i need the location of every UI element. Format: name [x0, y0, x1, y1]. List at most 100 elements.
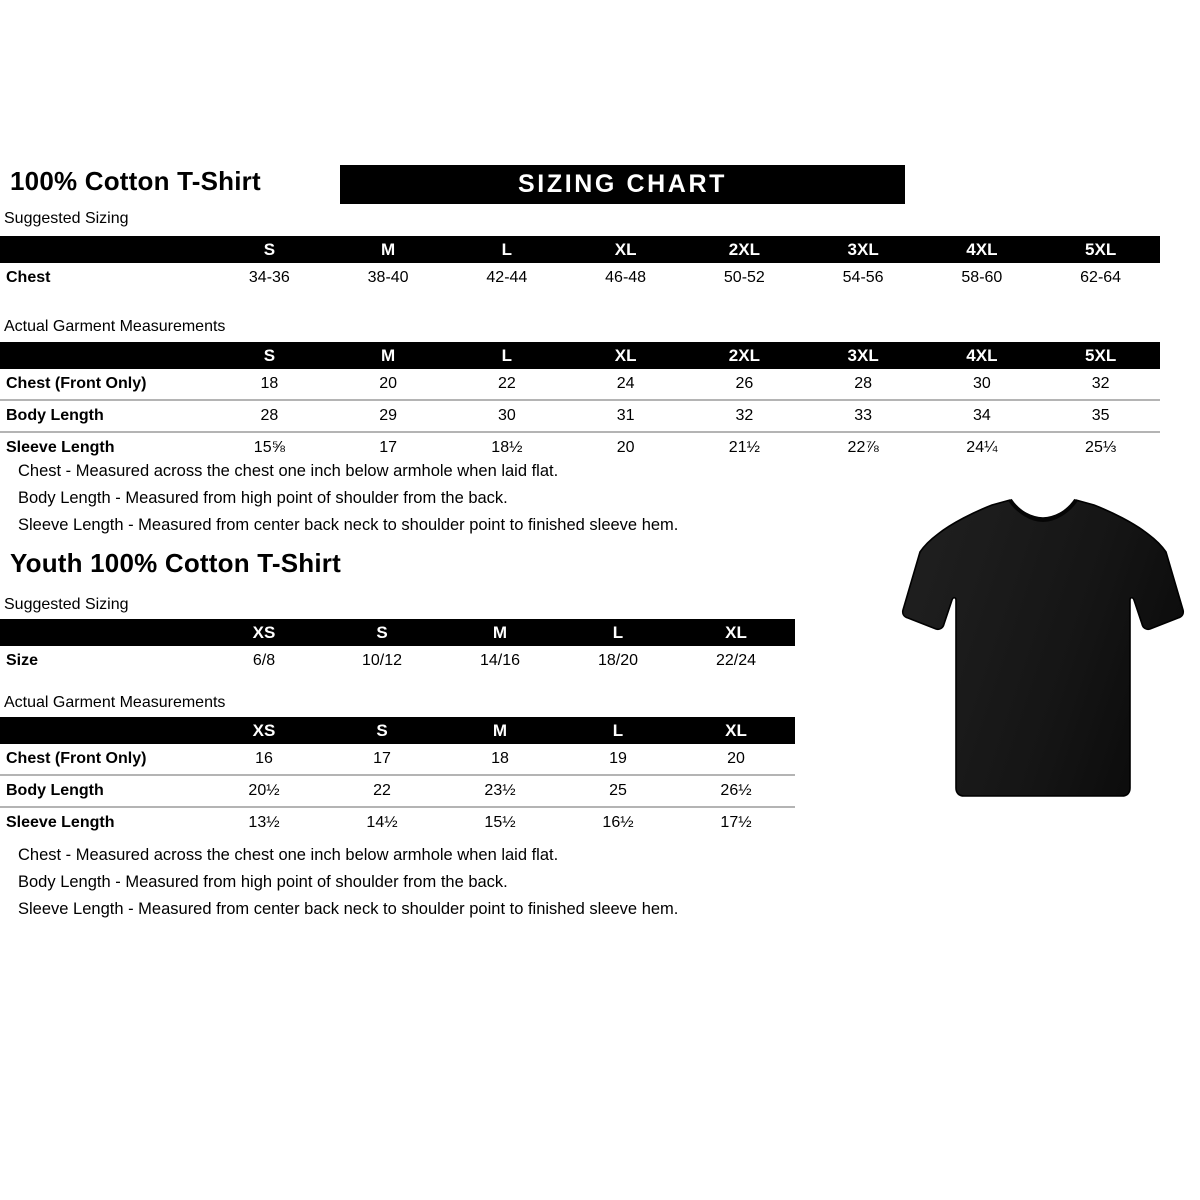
cell-sleeve-length-l: 16½: [559, 806, 677, 838]
column-header-xs: XS: [252, 720, 276, 740]
cell-chest-front-3xl: 28: [803, 369, 923, 400]
column-header-s: S: [263, 239, 276, 259]
cell-body-length-5xl: 35: [1041, 399, 1160, 432]
cell-sleeve-length-xs: 13½: [205, 806, 323, 838]
column-header-s: S: [263, 345, 276, 365]
row-label-sleeve-length: Sleeve Length: [0, 806, 205, 838]
cell-body-length-xl: 31: [566, 399, 685, 432]
black-t-shirt-image: [901, 498, 1185, 797]
cell-body-length-xl: 26½: [677, 774, 795, 807]
table-row: Chest (Front Only) 16 17 18 19 20: [0, 744, 795, 775]
column-header-l: L: [501, 345, 513, 365]
column-header-5xl: 5XL: [1085, 239, 1117, 259]
column-header-l: L: [612, 720, 624, 740]
table-header-row: XS S M L XL: [0, 717, 795, 744]
table-header-row: S M L XL 2XL 3XL 4XL 5XL: [0, 342, 1160, 369]
cell-size-xl: 22/24: [677, 646, 795, 676]
adult-suggested-sizing-table: S M L XL 2XL 3XL 4XL 5XL Chest 34-36 38-…: [0, 236, 1160, 293]
cell-body-length-m: 23½: [441, 774, 559, 807]
table-header-row: S M L XL 2XL 3XL 4XL 5XL: [0, 236, 1160, 263]
adult-actual-measurements-table: S M L XL 2XL 3XL 4XL 5XL Chest (Front On…: [0, 342, 1160, 463]
youth-section-title: Youth 100% Cotton T-Shirt: [10, 548, 341, 578]
cell-chest-front-m: 18: [441, 744, 559, 775]
table-header-row: XS S M L XL: [0, 619, 795, 646]
row-label-size: Size: [0, 646, 205, 676]
column-header-rowlabel: [0, 619, 205, 646]
column-header-2xl: 2XL: [728, 239, 760, 259]
cell-body-length-2xl: 32: [685, 399, 804, 432]
youth-suggested-sizing-table: XS S M L XL Size 6/8 10/12 14/16 18/20 2…: [0, 619, 795, 676]
column-header-xl: XL: [725, 622, 747, 642]
note-body-length: Body Length - Measured from high point o…: [18, 489, 508, 507]
column-header-xl: XL: [725, 720, 747, 740]
column-header-rowlabel: [0, 342, 210, 369]
youth-actual-measurements-label: Actual Garment Measurements: [4, 694, 226, 711]
note-body-length: Body Length - Measured from high point o…: [18, 873, 508, 891]
column-header-3xl: 3XL: [847, 239, 879, 259]
cell-chest-front-s: 18: [210, 369, 329, 400]
cell-chest-2xl: 50-52: [685, 263, 804, 293]
column-header-xs: XS: [252, 622, 276, 642]
cell-chest-m: 38-40: [328, 263, 448, 293]
cell-chest-5xl: 62-64: [1041, 263, 1160, 293]
cell-chest-front-l: 22: [447, 369, 567, 400]
table-row: Chest (Front Only) 18 20 22 24 26 28 30 …: [0, 369, 1160, 400]
cell-sleeve-length-5xl: 25⅓: [1041, 431, 1160, 463]
column-header-s: S: [376, 720, 388, 740]
cell-chest-xl: 46-48: [566, 263, 685, 293]
row-label-body-length: Body Length: [0, 774, 205, 807]
row-label-chest-front-only: Chest (Front Only): [0, 369, 210, 400]
table-row: Body Length 20½ 22 23½ 25 26½: [0, 774, 795, 807]
cell-sleeve-length-s: 14½: [323, 806, 441, 838]
cell-chest-front-xl: 20: [677, 744, 795, 775]
column-header-xl: XL: [614, 345, 637, 365]
column-header-m: M: [492, 622, 508, 642]
cell-chest-front-xs: 16: [205, 744, 323, 775]
cell-size-m: 14/16: [441, 646, 559, 676]
column-header-m: M: [381, 345, 396, 365]
cell-body-length-m: 29: [328, 399, 448, 432]
table-row: Sleeve Length 15⅝ 17 18½ 20 21½ 22⅞ 24¼ …: [0, 431, 1160, 463]
cell-chest-front-xl: 24: [566, 369, 685, 400]
column-header-m: M: [492, 720, 508, 740]
column-header-4xl: 4XL: [966, 239, 998, 259]
note-sleeve-length: Sleeve Length - Measured from center bac…: [18, 900, 679, 918]
cell-body-length-4xl: 34: [922, 399, 1042, 432]
table-row: Chest 34-36 38-40 42-44 46-48 50-52 54-5…: [0, 263, 1160, 293]
cell-sleeve-length-m: 17: [328, 431, 448, 463]
row-label-chest: Chest: [0, 263, 210, 293]
cell-body-length-l: 25: [559, 774, 677, 807]
cell-sleeve-length-m: 15½: [441, 806, 559, 838]
cell-body-length-s: 28: [210, 399, 329, 432]
column-header-rowlabel: [0, 717, 205, 744]
column-header-4xl: 4XL: [966, 345, 998, 365]
cell-chest-front-4xl: 30: [922, 369, 1042, 400]
adult-section-title: 100% Cotton T-Shirt: [10, 166, 261, 196]
cell-size-l: 18/20: [559, 646, 677, 676]
column-header-l: L: [612, 622, 624, 642]
cell-chest-s: 34-36: [210, 263, 329, 293]
adult-measurement-notes: Chest - Measured across the chest one in…: [18, 458, 678, 539]
column-header-rowlabel: [0, 236, 210, 263]
column-header-m: M: [381, 239, 396, 259]
cell-sleeve-length-2xl: 21½: [685, 431, 804, 463]
adult-actual-measurements-label: Actual Garment Measurements: [4, 318, 226, 335]
t-shirt-body: [901, 499, 1185, 797]
column-header-3xl: 3XL: [847, 345, 879, 365]
row-label-body-length: Body Length: [0, 399, 210, 432]
t-shirt-collar: [1008, 498, 1078, 523]
cell-chest-4xl: 58-60: [922, 263, 1042, 293]
cell-chest-front-s: 17: [323, 744, 441, 775]
cell-chest-front-2xl: 26: [685, 369, 804, 400]
sizing-chart-banner-label: SIZING CHART: [518, 170, 727, 198]
column-header-l: L: [501, 239, 513, 259]
youth-suggested-sizing-label: Suggested Sizing: [4, 596, 129, 613]
note-sleeve-length: Sleeve Length - Measured from center bac…: [18, 516, 679, 534]
cell-body-length-s: 22: [323, 774, 441, 807]
column-header-xl: XL: [614, 239, 637, 259]
adult-suggested-sizing-label: Suggested Sizing: [4, 210, 129, 227]
cell-chest-l: 42-44: [447, 263, 567, 293]
cell-sleeve-length-4xl: 24¼: [922, 431, 1042, 463]
table-row: Sleeve Length 13½ 14½ 15½ 16½ 17½: [0, 806, 795, 838]
